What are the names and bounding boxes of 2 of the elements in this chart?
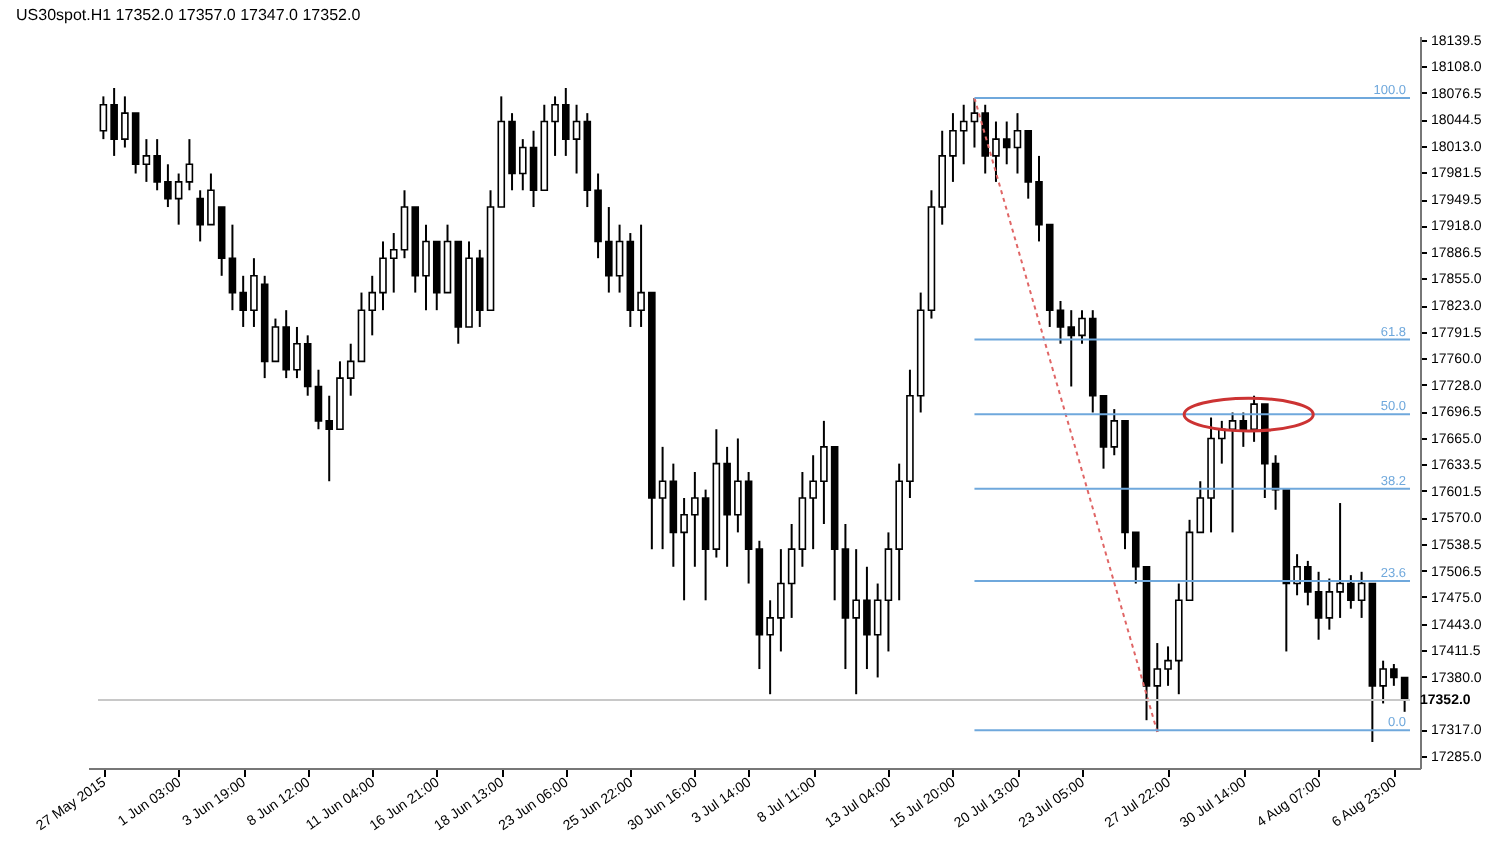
candlestick xyxy=(185,138,194,192)
chart-title: US30spot.H1 17352.0 17357.0 17347.0 17352.0 xyxy=(16,5,362,24)
